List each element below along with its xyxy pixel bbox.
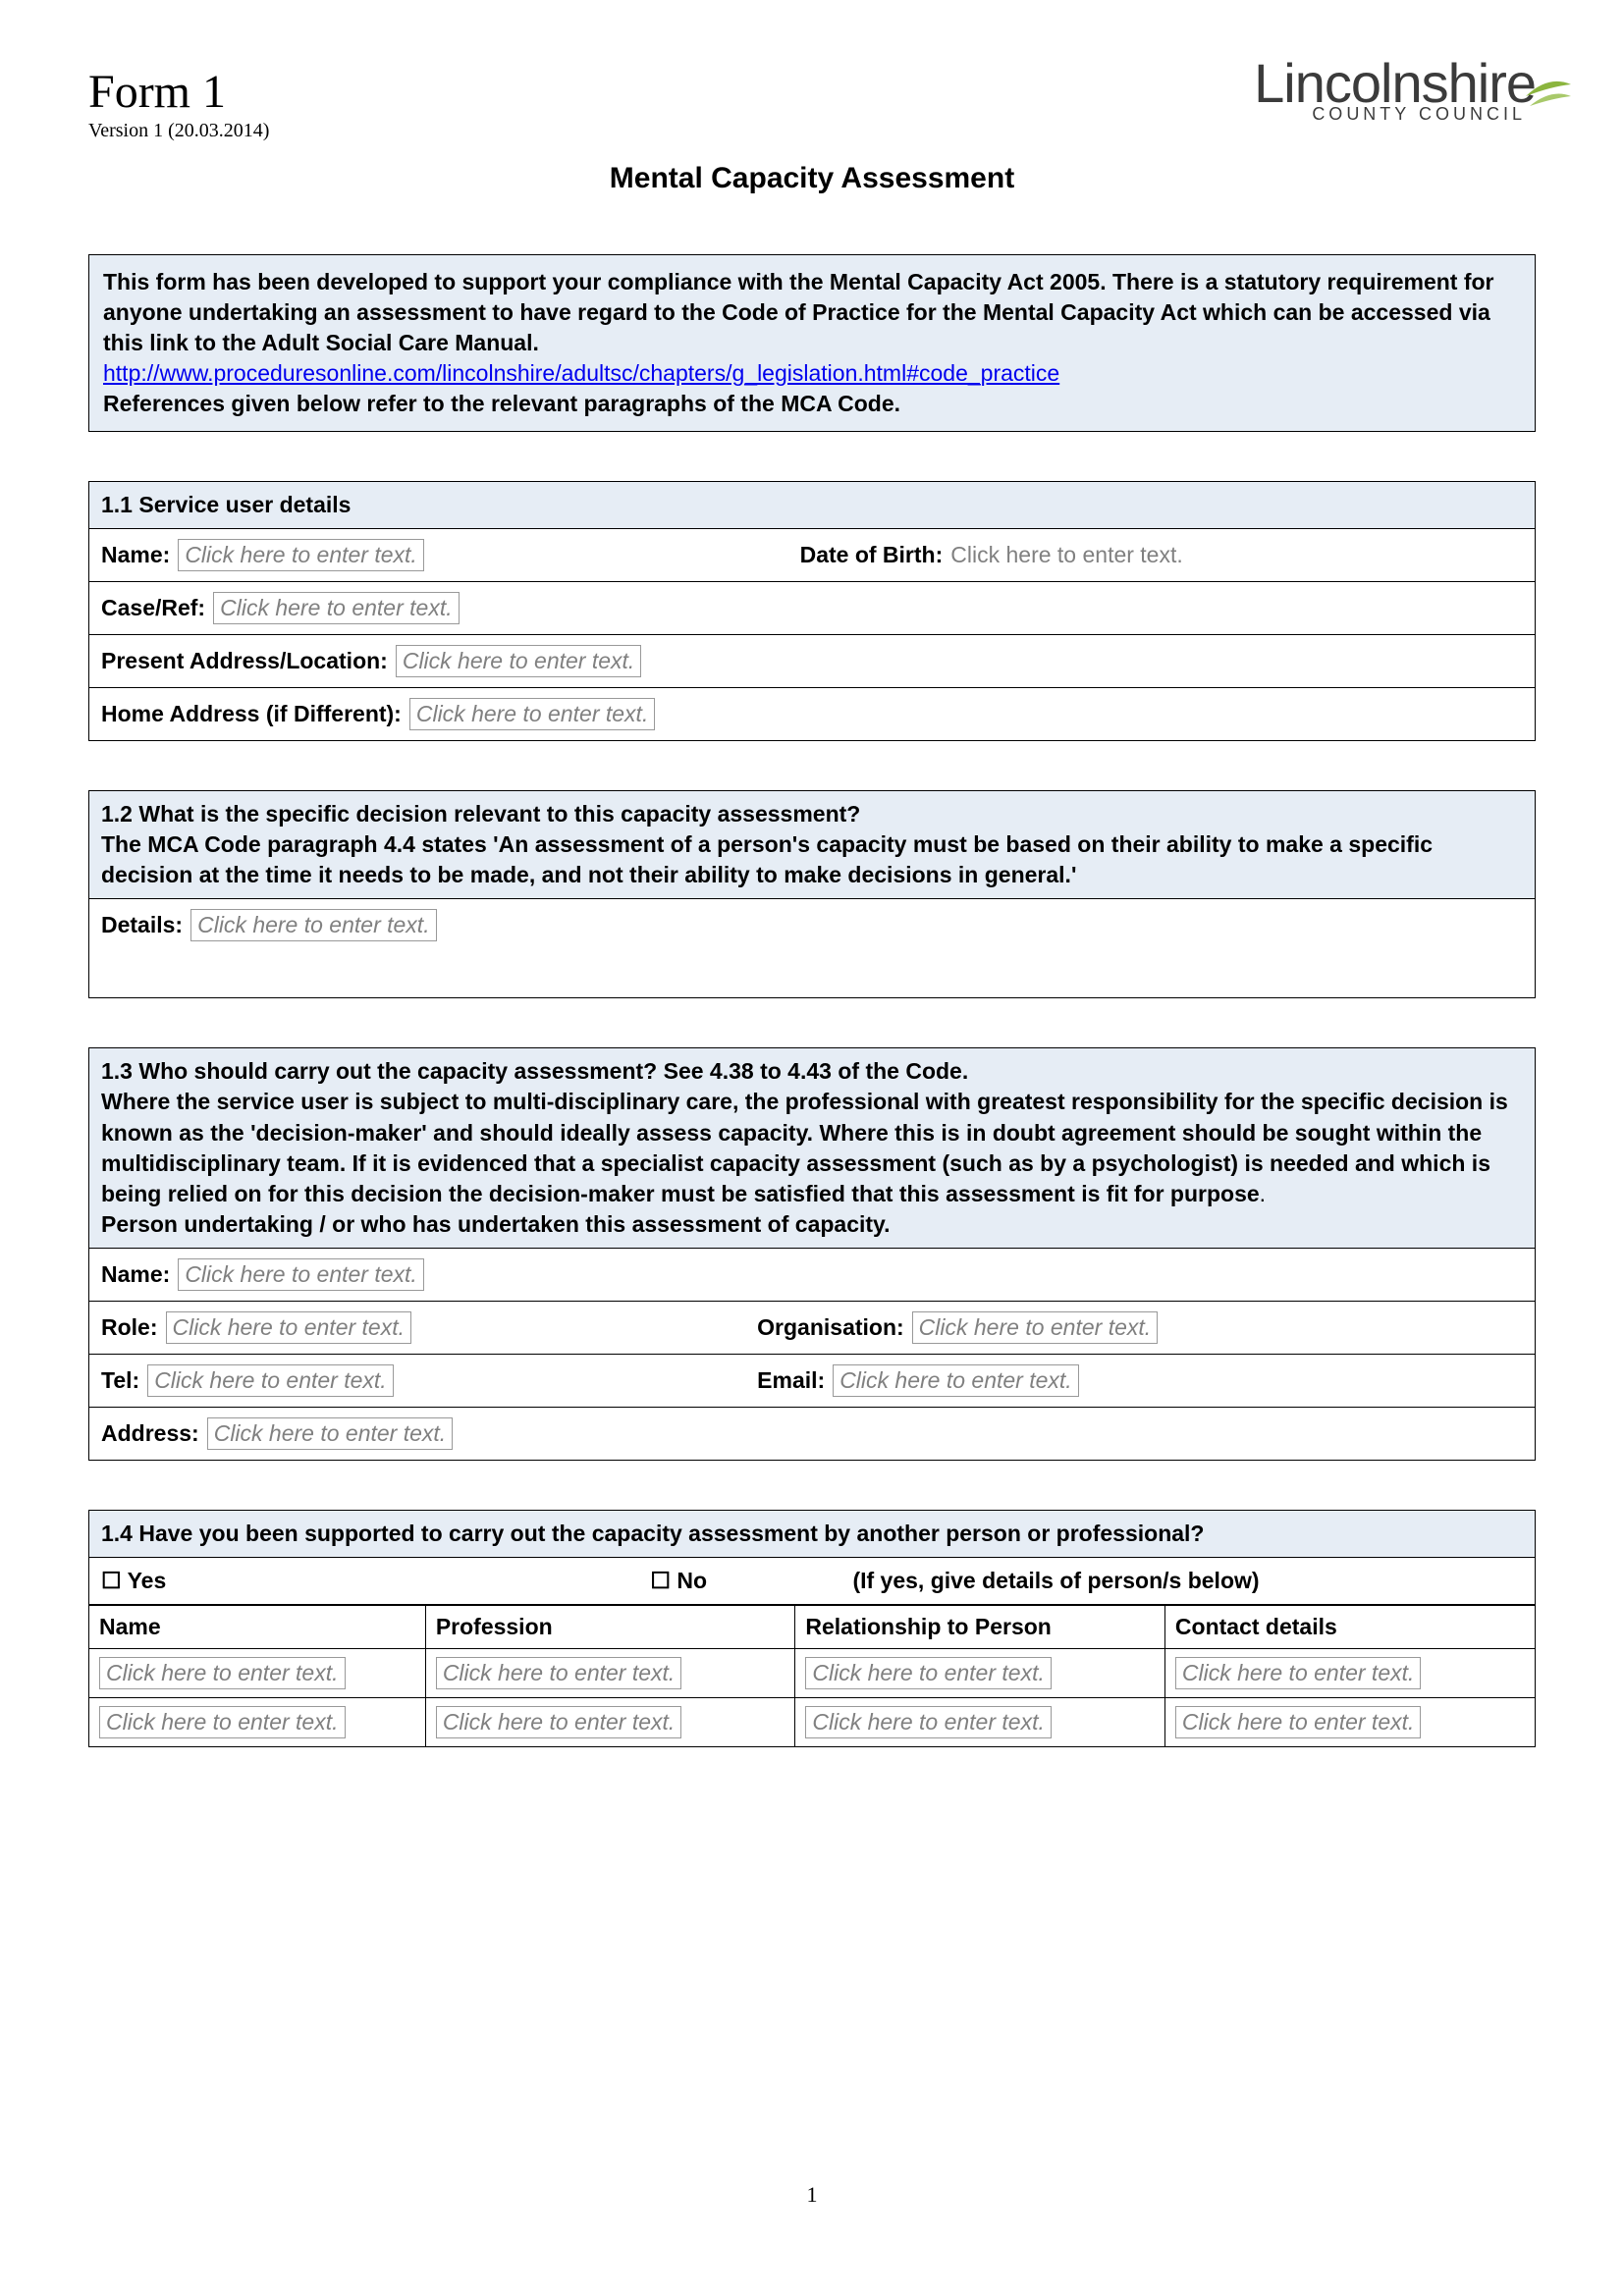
section-1-1-heading: 1.1 Service user details <box>89 482 1535 529</box>
details-input[interactable]: Click here to enter text. <box>190 909 437 941</box>
assessor-name-input[interactable]: Click here to enter text. <box>178 1258 424 1291</box>
section-1-3: 1.3 Who should carry out the capacity as… <box>88 1047 1536 1460</box>
intro-box: This form has been developed to support … <box>88 254 1536 432</box>
row-present-address: Present Address/Location: Click here to … <box>89 635 1535 688</box>
row-details: Details: Click here to enter text. <box>89 899 1535 997</box>
caseref-label: Case/Ref: <box>101 595 205 621</box>
table-header-row: Name Profession Relationship to Person C… <box>89 1605 1535 1648</box>
present-addr-input[interactable]: Click here to enter text. <box>396 645 642 677</box>
section-1-1: 1.1 Service user details Name: Click her… <box>88 481 1536 741</box>
section-1-2: 1.2 What is the specific decision releva… <box>88 790 1536 998</box>
yes-label: Yes <box>128 1568 167 1593</box>
checkbox-icon: ☐ <box>650 1568 671 1593</box>
yes-option[interactable]: ☐ Yes <box>89 1558 638 1604</box>
row-tel-email: Tel: Click here to enter text. Email: Cl… <box>89 1355 1535 1408</box>
s13-line3: Person undertaking / or who has undertak… <box>101 1211 891 1237</box>
assessor-addr-label: Address: <box>101 1420 199 1447</box>
form-version: Version 1 (20.03.2014) <box>88 120 269 142</box>
name-input[interactable]: Click here to enter text. <box>178 539 424 571</box>
council-logo: Lincolnshire COUNTY COUNCIL <box>1143 59 1536 125</box>
s12-line2: The MCA Code paragraph 4.4 states 'An as… <box>101 831 1433 887</box>
name-label: Name: <box>101 542 170 568</box>
yes-no-row: ☐ Yes ☐ No (If yes, give details of pers… <box>89 1558 1535 1605</box>
col-contact: Contact details <box>1164 1605 1535 1648</box>
role-input[interactable]: Click here to enter text. <box>166 1311 412 1344</box>
table-row: Click here to enter text. Click here to … <box>89 1697 1535 1746</box>
support-profession-input[interactable]: Click here to enter text. <box>436 1706 682 1738</box>
org-label: Organisation: <box>757 1314 904 1341</box>
row-role-org: Role: Click here to enter text. Organisa… <box>89 1302 1535 1355</box>
assessor-name-label: Name: <box>101 1261 170 1288</box>
email-label: Email: <box>757 1367 825 1394</box>
tel-input[interactable]: Click here to enter text. <box>147 1364 394 1397</box>
intro-text-2: References given below refer to the rele… <box>103 391 900 416</box>
assessor-addr-input[interactable]: Click here to enter text. <box>207 1417 454 1450</box>
form-number: Form 1 <box>88 69 269 116</box>
no-label: No <box>677 1568 707 1593</box>
col-name: Name <box>89 1605 425 1648</box>
section-1-4-heading: 1.4 Have you been supported to carry out… <box>89 1511 1535 1558</box>
support-contact-input[interactable]: Click here to enter text. <box>1175 1706 1422 1738</box>
details-label: Details: <box>101 912 183 938</box>
row-name-dob: Name: Click here to enter text. Date of … <box>89 529 1535 582</box>
col-relationship: Relationship to Person <box>795 1605 1165 1648</box>
form-id-block: Form 1 Version 1 (20.03.2014) <box>88 69 269 142</box>
row-assessor-name: Name: Click here to enter text. <box>89 1249 1535 1302</box>
section-1-2-heading: 1.2 What is the specific decision releva… <box>89 791 1535 899</box>
yesno-note: (If yes, give details of person/s below) <box>840 1558 1535 1604</box>
s12-line1: 1.2 What is the specific decision releva… <box>101 801 860 827</box>
logo-swish-icon <box>1524 67 1573 116</box>
home-addr-input[interactable]: Click here to enter text. <box>409 698 656 730</box>
checkbox-icon: ☐ <box>101 1568 122 1593</box>
no-option[interactable]: ☐ No <box>638 1558 840 1604</box>
support-name-input[interactable]: Click here to enter text. <box>99 1657 346 1689</box>
dob-label: Date of Birth: <box>800 542 944 568</box>
org-input[interactable]: Click here to enter text. <box>912 1311 1159 1344</box>
logo-main-text: Lincolnshire <box>1254 52 1536 114</box>
support-name-input[interactable]: Click here to enter text. <box>99 1706 346 1738</box>
caseref-input[interactable]: Click here to enter text. <box>213 592 460 624</box>
section-1-3-heading: 1.3 Who should carry out the capacity as… <box>89 1048 1535 1248</box>
row-home-address: Home Address (if Different): Click here … <box>89 688 1535 740</box>
col-profession: Profession <box>425 1605 795 1648</box>
tel-label: Tel: <box>101 1367 139 1394</box>
intro-text-1: This form has been developed to support … <box>103 269 1494 355</box>
dob-input[interactable]: Click here to enter text. <box>950 542 1183 568</box>
section-1-4: 1.4 Have you been supported to carry out… <box>88 1510 1536 1747</box>
s13-line1: 1.3 Who should carry out the capacity as… <box>101 1058 968 1084</box>
table-row: Click here to enter text. Click here to … <box>89 1648 1535 1697</box>
row-caseref: Case/Ref: Click here to enter text. <box>89 582 1535 635</box>
support-contact-input[interactable]: Click here to enter text. <box>1175 1657 1422 1689</box>
present-addr-label: Present Address/Location: <box>101 648 388 674</box>
support-table: Name Profession Relationship to Person C… <box>89 1605 1535 1746</box>
intro-link[interactable]: http://www.proceduresonline.com/lincolns… <box>103 360 1059 386</box>
page: Form 1 Version 1 (20.03.2014) Lincolnshi… <box>0 0 1624 2296</box>
home-addr-label: Home Address (if Different): <box>101 701 402 727</box>
s13-line2: Where the service user is subject to mul… <box>101 1089 1508 1205</box>
page-number: 1 <box>807 2182 818 2208</box>
page-title: Mental Capacity Assessment <box>88 162 1536 195</box>
support-relationship-input[interactable]: Click here to enter text. <box>805 1706 1052 1738</box>
row-assessor-address: Address: Click here to enter text. <box>89 1408 1535 1460</box>
support-profession-input[interactable]: Click here to enter text. <box>436 1657 682 1689</box>
email-input[interactable]: Click here to enter text. <box>833 1364 1079 1397</box>
support-relationship-input[interactable]: Click here to enter text. <box>805 1657 1052 1689</box>
header-row: Form 1 Version 1 (20.03.2014) Lincolnshi… <box>88 59 1536 142</box>
role-label: Role: <box>101 1314 158 1341</box>
logo-text: Lincolnshire <box>1254 59 1536 108</box>
